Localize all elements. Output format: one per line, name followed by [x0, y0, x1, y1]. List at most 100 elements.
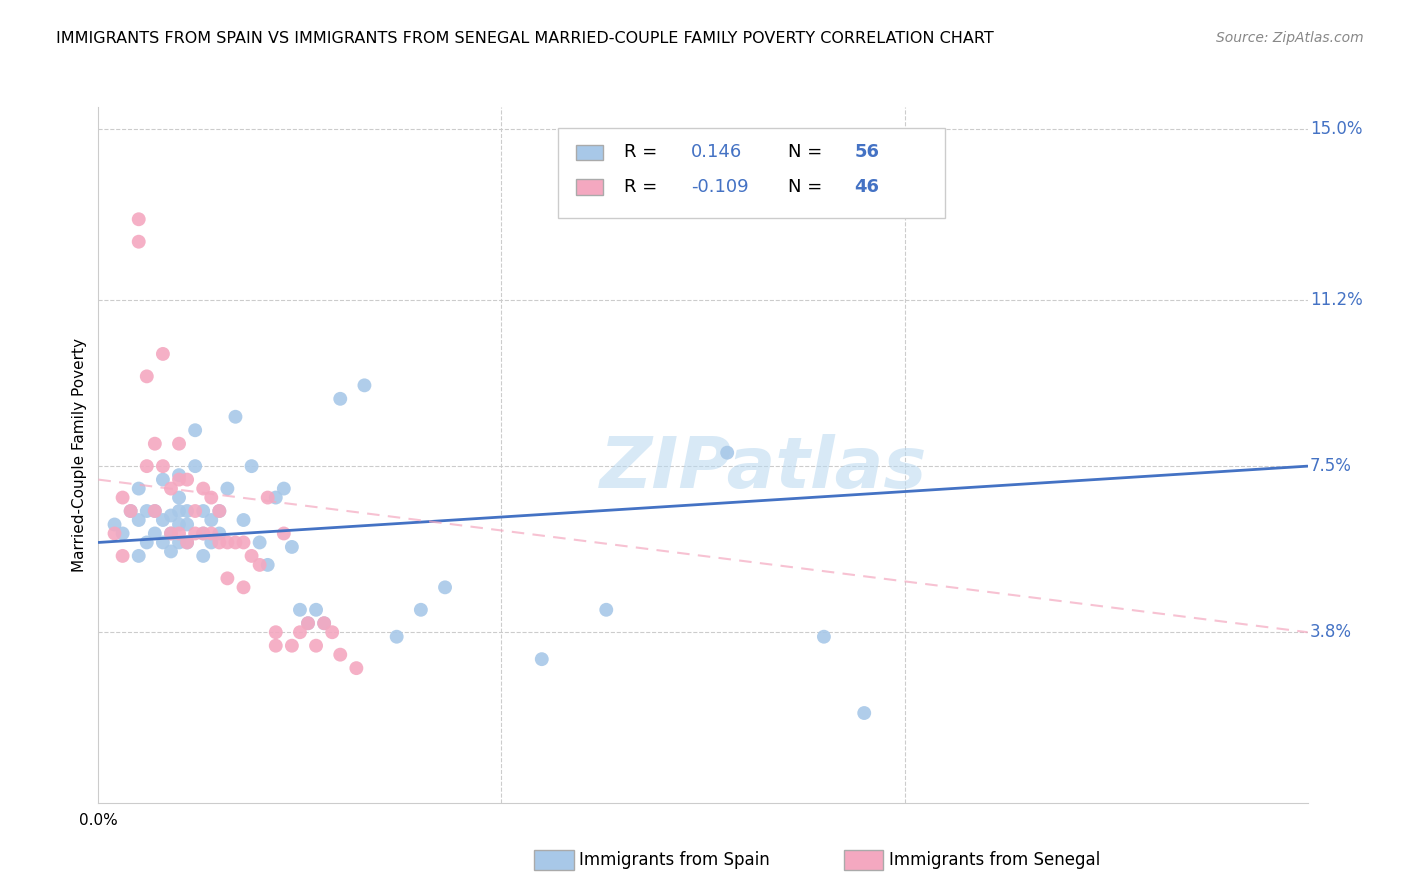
Point [273, 482, 295, 496]
Point [143, 504, 166, 518]
Point [595, 603, 617, 617]
Point [184, 459, 207, 474]
Point [160, 526, 183, 541]
Point [111, 491, 134, 505]
Text: Immigrants from Senegal: Immigrants from Senegal [889, 851, 1099, 869]
Point [111, 549, 134, 563]
Text: 56: 56 [855, 144, 879, 161]
Point [321, 625, 343, 640]
Point [232, 513, 254, 527]
Point [200, 513, 222, 527]
Point [184, 526, 207, 541]
Text: N =: N = [787, 144, 828, 161]
Point [176, 535, 198, 549]
Text: Source: ZipAtlas.com: Source: ZipAtlas.com [1216, 31, 1364, 45]
Point [176, 504, 198, 518]
Point [256, 491, 278, 505]
Point [240, 549, 263, 563]
Point [167, 526, 190, 541]
Text: 11.2%: 11.2% [1310, 291, 1362, 309]
Point [716, 445, 738, 459]
Point [193, 504, 215, 518]
Point [152, 513, 174, 527]
Point [297, 616, 319, 631]
Point [305, 603, 328, 617]
Point [176, 517, 198, 532]
Point [200, 526, 222, 541]
Point [232, 535, 254, 549]
Text: 0.146: 0.146 [690, 144, 742, 161]
Point [128, 513, 150, 527]
Point [176, 535, 198, 549]
Text: R =: R = [624, 144, 664, 161]
Text: Immigrants from Spain: Immigrants from Spain [579, 851, 770, 869]
Point [160, 526, 183, 541]
Point [128, 235, 150, 249]
Point [135, 459, 157, 474]
FancyBboxPatch shape [576, 179, 603, 194]
Point [353, 378, 375, 392]
Text: 3.8%: 3.8% [1310, 624, 1353, 641]
Point [314, 616, 336, 631]
Point [853, 706, 876, 720]
Point [103, 517, 125, 532]
Point [249, 535, 271, 549]
FancyBboxPatch shape [576, 145, 603, 160]
Point [103, 526, 125, 541]
Point [314, 616, 336, 631]
Point [200, 535, 222, 549]
Point [128, 212, 150, 227]
Point [184, 423, 207, 437]
Point [128, 549, 150, 563]
Point [160, 544, 183, 558]
Point [224, 535, 246, 549]
Point [167, 473, 190, 487]
Point [288, 603, 311, 617]
Point [128, 482, 150, 496]
Point [143, 436, 166, 450]
Text: -0.109: -0.109 [690, 178, 748, 196]
Point [193, 526, 215, 541]
Point [434, 580, 457, 594]
Point [152, 459, 174, 474]
Point [217, 482, 239, 496]
Text: N =: N = [787, 178, 828, 196]
Point [120, 504, 142, 518]
Text: R =: R = [624, 178, 664, 196]
Point [167, 468, 190, 483]
Point [208, 526, 231, 541]
Point [217, 571, 239, 585]
Point [329, 648, 352, 662]
Point [273, 526, 295, 541]
Point [143, 526, 166, 541]
Point [530, 652, 553, 666]
Text: 15.0%: 15.0% [1310, 120, 1362, 138]
Point [167, 504, 190, 518]
Point [288, 625, 311, 640]
Point [193, 482, 215, 496]
Point [409, 603, 432, 617]
Point [249, 558, 271, 572]
FancyBboxPatch shape [558, 128, 945, 219]
Point [167, 491, 190, 505]
Point [208, 504, 231, 518]
Point [135, 535, 157, 549]
Point [329, 392, 352, 406]
Point [297, 616, 319, 631]
Point [344, 661, 367, 675]
Point [193, 549, 215, 563]
Point [813, 630, 835, 644]
Point [193, 526, 215, 541]
Point [167, 535, 190, 549]
Point [240, 459, 263, 474]
Point [143, 504, 166, 518]
Point [385, 630, 408, 644]
Point [232, 580, 254, 594]
Point [200, 491, 222, 505]
Point [208, 504, 231, 518]
Point [120, 504, 142, 518]
Text: 7.5%: 7.5% [1310, 457, 1353, 475]
Point [217, 535, 239, 549]
Point [152, 347, 174, 361]
Point [281, 639, 304, 653]
